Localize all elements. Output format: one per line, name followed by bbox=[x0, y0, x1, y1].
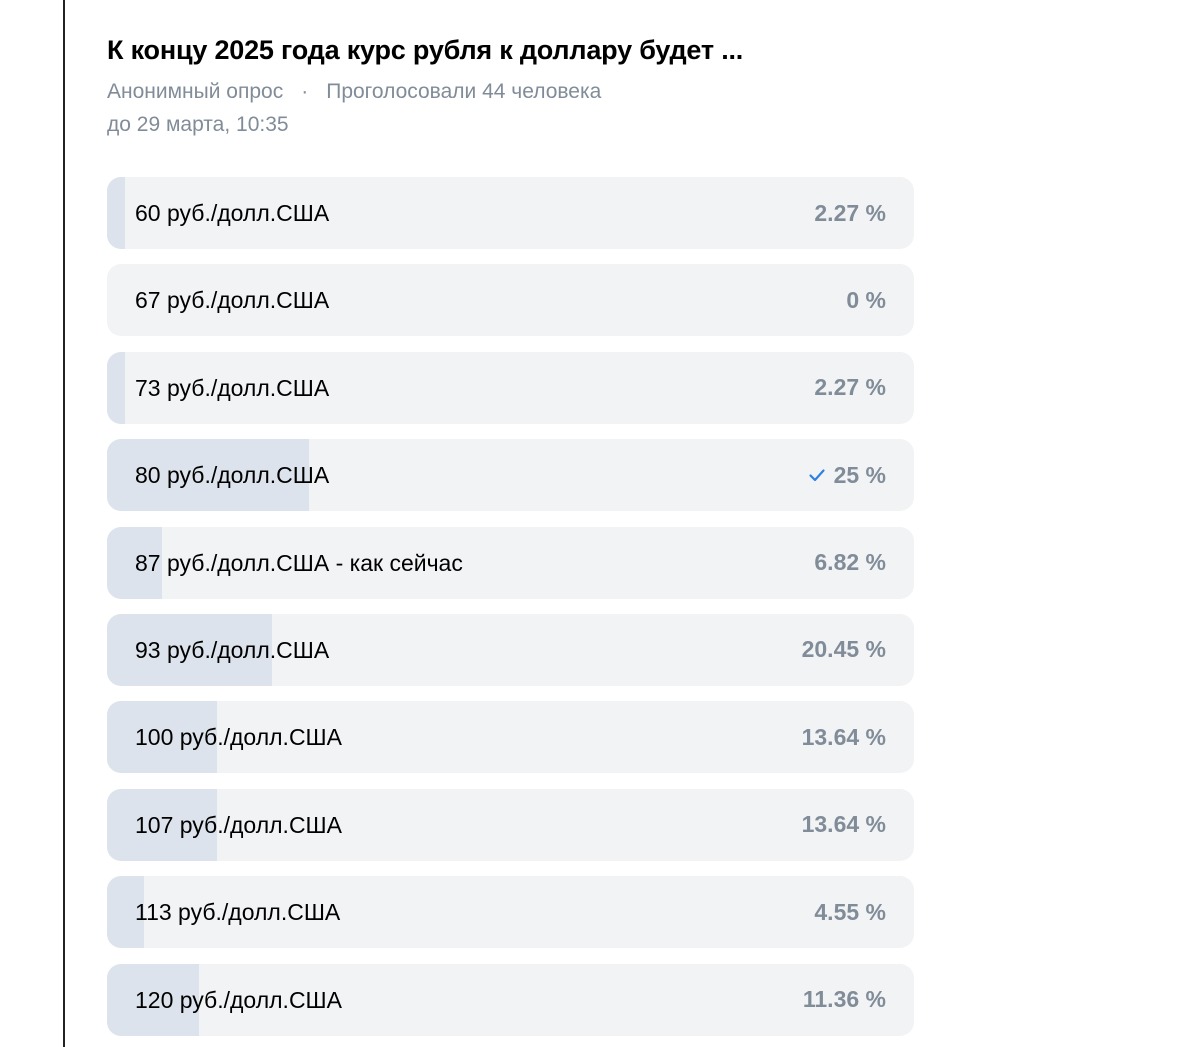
poll-option-result: 20.45 % bbox=[802, 614, 886, 686]
poll-option-fill bbox=[107, 177, 126, 249]
poll-option-percent: 6.82 % bbox=[814, 549, 886, 576]
poll-option-fill bbox=[107, 963, 199, 1036]
poll-option-label: 67 руб./долл.США bbox=[135, 287, 330, 314]
poll-option-label: 100 руб./долл.США bbox=[135, 724, 342, 751]
poll-option-result: 11.36 % bbox=[803, 964, 886, 1036]
poll-option-percent: 25 % bbox=[833, 461, 886, 488]
poll-option[interactable]: 107 руб./долл.США 13.64 % bbox=[107, 788, 914, 861]
checkmark-icon bbox=[808, 469, 825, 482]
poll-option-result: 13.64 % bbox=[802, 789, 886, 861]
poll-option-percent: 11.36 % bbox=[802, 986, 886, 1013]
poll-option[interactable]: 60 руб./долл.США 2.27 % bbox=[107, 177, 914, 249]
poll-option-percent: 2.27 % bbox=[814, 374, 886, 401]
poll-option-result: 4.55 % bbox=[814, 876, 886, 948]
poll-option-label: 93 руб./долл.США bbox=[135, 636, 330, 663]
poll-option-percent: 4.55 % bbox=[814, 898, 886, 925]
poll-meta: Анонимный опрос · Проголосовали 44 челов… bbox=[107, 78, 914, 106]
poll-option-label: 60 руб./долл.США bbox=[135, 200, 330, 226]
poll-option-fill bbox=[107, 439, 309, 512]
poll-option-result: 6.82 % bbox=[814, 527, 886, 599]
poll-option-label: 80 руб./долл.США bbox=[135, 462, 330, 489]
left-border-divider bbox=[63, 0, 65, 1047]
poll-card: К концу 2025 года курс рубля к доллару б… bbox=[107, 30, 914, 1047]
poll-option-label: 107 руб./долл.США bbox=[135, 811, 342, 838]
poll-option-result: 13.64 % bbox=[802, 701, 886, 773]
poll-option[interactable]: 73 руб./долл.США 2.27 % bbox=[107, 351, 914, 424]
poll-option-fill bbox=[107, 351, 126, 424]
poll-option-fill bbox=[107, 876, 144, 949]
poll-option-selected[interactable]: 80 руб./долл.США 25 % bbox=[107, 439, 914, 512]
poll-type-label: Анонимный опрос bbox=[107, 80, 284, 103]
poll-title: К концу 2025 года курс рубля к доллару б… bbox=[107, 35, 744, 65]
poll-option-label: 73 руб./долл.США bbox=[135, 374, 330, 401]
poll-option[interactable]: 113 руб./долл.США 4.55 % bbox=[107, 876, 914, 949]
poll-option-result: 0 % bbox=[846, 264, 886, 336]
poll-option-percent: 20.45 % bbox=[801, 636, 886, 663]
poll-option[interactable]: 100 руб./долл.США 13.64 % bbox=[107, 701, 914, 774]
poll-option-fill bbox=[107, 701, 218, 774]
poll-option-percent: 0 % bbox=[846, 286, 886, 313]
poll-option-fill bbox=[107, 613, 273, 686]
poll-option-result: 2.27 % bbox=[814, 177, 886, 249]
meta-separator: · bbox=[301, 80, 309, 103]
poll-option[interactable]: 67 руб./долл.США 0 % bbox=[107, 264, 914, 337]
poll-option[interactable]: 87 руб./долл.США - как сейчас 6.82 % bbox=[107, 526, 914, 599]
poll-options-list: 60 руб./долл.США 2.27 % 67 руб./долл.США… bbox=[107, 177, 914, 1036]
poll-option-label: 113 руб./долл.США bbox=[135, 899, 341, 926]
poll-option[interactable]: 93 руб./долл.США 20.45 % bbox=[107, 613, 914, 686]
poll-option[interactable]: 120 руб./долл.США 11.36 % bbox=[107, 963, 914, 1036]
poll-option-fill bbox=[107, 788, 218, 861]
poll-option-percent: 13.64 % bbox=[801, 811, 886, 838]
poll-option-label: 120 руб./долл.США bbox=[135, 986, 342, 1013]
poll-option-percent: 13.64 % bbox=[801, 723, 886, 750]
poll-option-percent: 2.27 % bbox=[814, 199, 886, 226]
poll-option-fill bbox=[107, 526, 163, 599]
poll-votes-link[interactable]: Проголосовали 44 человека bbox=[326, 80, 602, 103]
poll-option-label: 87 руб./долл.США - как сейчас bbox=[135, 549, 463, 576]
poll-option-result: 25 % bbox=[808, 439, 886, 511]
poll-deadline: до 29 марта, 10:35 bbox=[107, 113, 289, 136]
poll-option-result: 2.27 % bbox=[814, 352, 886, 424]
